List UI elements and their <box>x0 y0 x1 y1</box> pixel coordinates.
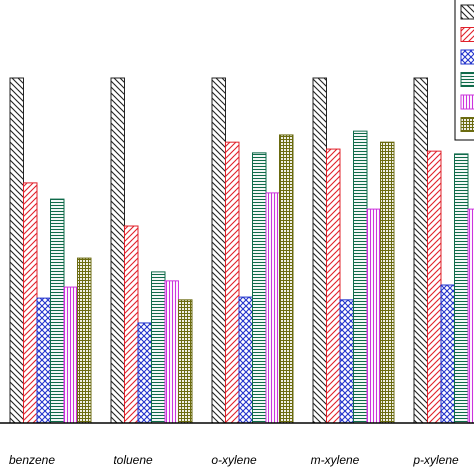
legend-swatch <box>460 4 474 20</box>
bar <box>440 284 455 424</box>
x-tick-label: benzene <box>9 453 55 467</box>
bar <box>238 296 253 424</box>
bar <box>339 299 354 424</box>
bar <box>77 257 92 424</box>
bar <box>252 152 267 424</box>
bar <box>23 182 38 424</box>
bar <box>164 280 179 424</box>
legend-swatch <box>460 72 474 87</box>
x-tick-label: p-xylene <box>412 453 459 467</box>
bar <box>312 77 327 424</box>
x-tick-label: o-xylene <box>211 453 257 467</box>
bar <box>124 225 139 424</box>
bar <box>211 77 226 424</box>
bar <box>110 77 125 424</box>
bar <box>454 153 469 424</box>
bar <box>326 148 341 424</box>
bar <box>50 198 65 424</box>
bar <box>36 297 51 424</box>
legend-swatch <box>460 27 474 42</box>
bar <box>380 141 395 424</box>
bar <box>353 130 368 424</box>
bar <box>225 141 240 424</box>
bar <box>427 150 442 424</box>
legend-swatch <box>460 49 474 65</box>
bar <box>265 192 280 424</box>
legend-swatch <box>460 94 474 110</box>
bar <box>279 134 294 424</box>
bar <box>151 271 166 424</box>
bar <box>9 77 24 424</box>
bar <box>467 208 474 424</box>
bar <box>137 322 152 424</box>
bar <box>366 208 381 424</box>
x-tick-label: m-xylene <box>311 453 360 467</box>
bar <box>178 299 193 424</box>
bar <box>63 286 78 424</box>
x-tick-label: toluene <box>113 453 153 467</box>
legend-swatch <box>460 117 474 132</box>
bar <box>413 77 428 424</box>
